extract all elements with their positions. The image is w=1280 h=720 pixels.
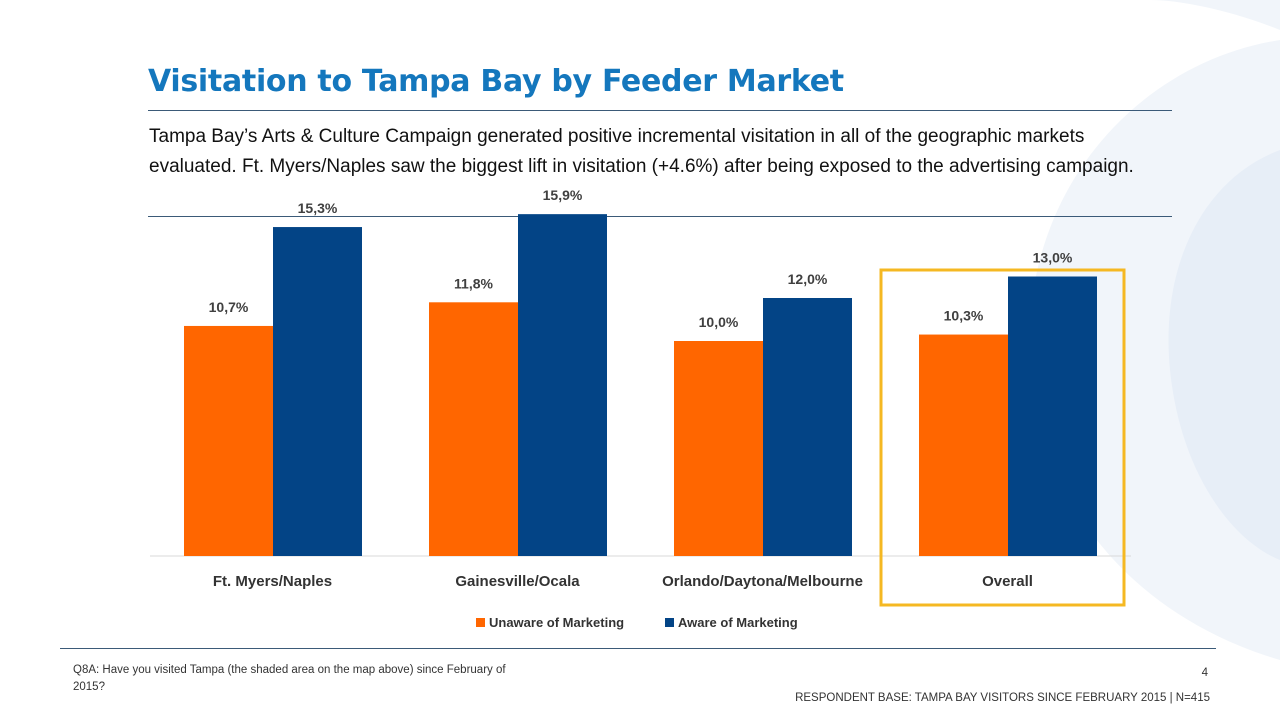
data-label-aware-3: 13,0% [1033,250,1073,266]
bar-aware-2 [763,298,852,556]
x-tick-label-1: Gainesville/Ocala [455,573,580,590]
question-footnote: Q8A: Have you visited Tampa (the shaded … [73,664,506,693]
summary-divider [148,216,1172,217]
bar-unaware-2 [674,341,763,556]
bar-aware-1 [518,214,607,556]
data-label-unaware-0: 10,7% [209,299,249,315]
legend-label-unaware: Unaware of Marketing [489,615,624,630]
x-tick-label-2: Orlando/Daytona/Melbourne [662,573,863,590]
bar-aware-3 [1008,276,1097,556]
data-label-unaware-3: 10,3% [944,308,984,324]
overall-highlight-box [879,268,1126,607]
bar-aware-0 [273,227,362,557]
bar-unaware-3 [919,334,1008,556]
bar-unaware-1 [429,302,518,556]
summary-text: Tampa Bay’s Arts & Culture Campaign gene… [149,126,1134,177]
legend-swatch-aware [665,618,674,627]
title-divider [148,110,1172,111]
data-label-aware-1: 15,9% [543,187,583,203]
page-title: Visitation to Tampa Bay by Feeder Market [148,64,844,99]
data-label-unaware-1: 11,8% [454,275,493,291]
data-label-aware-2: 12,0% [788,271,828,287]
data-label-unaware-2: 10,0% [699,314,739,330]
legend-swatch-unaware [476,618,485,627]
x-tick-label-0: Ft. Myers/Naples [213,573,332,590]
bar-unaware-0 [184,325,273,556]
legend-label-aware: Aware of Marketing [678,615,798,630]
respondent-base-note: RESPONDENT BASE: TAMPA BAY VISITORS SINC… [795,692,1210,704]
data-label-aware-0: 15,3% [298,200,338,216]
page-number: 4 [1201,667,1208,679]
footer-divider [60,648,1216,649]
x-tick-label-3: Overall [982,573,1033,590]
